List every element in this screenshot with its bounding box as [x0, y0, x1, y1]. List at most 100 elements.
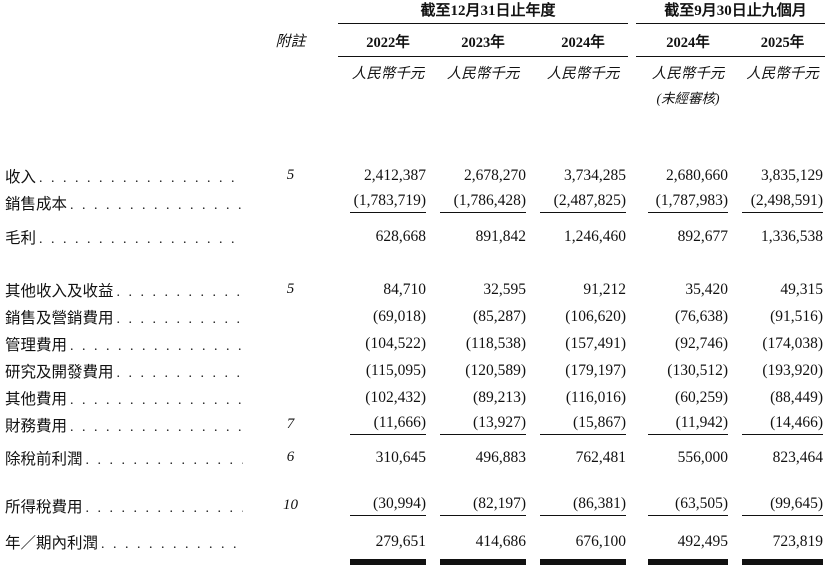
note-column-header: 附註	[275, 34, 306, 50]
row-rd-expenses: 研究及開發費用 (115,095) (120,589) (179,197) (1…	[0, 357, 825, 384]
value-cell: 35,420	[685, 280, 728, 298]
value-cell: (174,038)	[762, 334, 824, 352]
row-administrative-expenses: 管理費用 (104,522) (118,538) (157,491) (92,7…	[0, 330, 825, 357]
value-cell: (86,381)	[540, 495, 626, 516]
value-cell: 723,819	[772, 532, 824, 550]
row-gross-profit: 毛利 628,668 891,842 1,246,460 892,677 1,3…	[0, 223, 825, 250]
value-cell: (15,867)	[540, 414, 626, 435]
row-label: 毛利	[5, 229, 37, 247]
value-cell: 279,651	[375, 532, 426, 550]
value-cell: (106,620)	[565, 307, 626, 325]
unit-label: 人民幣千元	[651, 65, 725, 82]
value-cell: (118,538)	[465, 334, 526, 352]
dot-leader	[36, 171, 243, 187]
dot-leader	[67, 339, 243, 355]
value-cell: 496,883	[475, 448, 526, 466]
value-cell: 628,668	[375, 227, 426, 245]
value-cell: 2,678,270	[464, 166, 526, 184]
value-cell: 310,645	[375, 448, 426, 466]
column-group-annual: 截至12月31日止年度	[338, 2, 628, 24]
row-profit-before-tax: 除稅前利潤 6 310,645 496,883 762,481 556,000 …	[0, 444, 825, 471]
dot-leader	[67, 420, 243, 436]
col-header-2024-9m: 2024年	[636, 34, 730, 57]
value-cell: (60,259)	[675, 388, 728, 406]
unit-label: 人民幣千元	[446, 65, 520, 82]
value-cell: 762,481	[575, 448, 626, 466]
unit-label: 人民幣千元	[746, 65, 819, 82]
value-cell: (11,666)	[350, 414, 426, 435]
col-header-2025-9m: 2025年	[730, 34, 825, 57]
col-header-2022: 2022年	[338, 34, 428, 57]
value-cell: 3,734,285	[564, 166, 626, 184]
value-cell: (1,786,428)	[440, 192, 526, 213]
row-other-income-gains: 其他收入及收益 5 84,710 32,595 91,212 35,420 49…	[0, 276, 825, 303]
value-cell: 823,464	[772, 448, 824, 466]
value-cell: (102,432)	[365, 388, 426, 406]
dot-leader	[98, 537, 243, 553]
column-group-header-row: 截至12月31日止年度 截至9月30日止九個月	[0, 0, 825, 24]
dot-leader	[114, 366, 243, 382]
value-cell: (120,589)	[465, 361, 526, 379]
value-cell: 414,686	[475, 532, 526, 550]
total-double-rule-row	[0, 555, 825, 569]
dot-leader	[67, 198, 243, 214]
value-cell: (69,018)	[373, 307, 426, 325]
row-label: 年／期內利潤	[5, 534, 99, 552]
note-ref: 6	[286, 449, 295, 465]
double-rule	[440, 559, 526, 565]
value-cell: 676,100	[575, 532, 626, 550]
double-rule	[742, 559, 824, 565]
row-label: 除稅前利潤	[5, 450, 83, 468]
row-profit-for-period: 年／期內利潤 279,651 414,686 676,100 492,495 7…	[0, 528, 825, 555]
value-cell: 91,212	[583, 280, 626, 298]
value-cell: (82,197)	[440, 495, 526, 516]
value-cell: (193,920)	[762, 361, 824, 379]
value-cell: 892,677	[677, 227, 728, 245]
value-cell: (104,522)	[365, 334, 426, 352]
value-cell: (116,016)	[565, 388, 626, 406]
value-cell: (157,491)	[565, 334, 626, 352]
value-cell: (99,645)	[742, 495, 824, 516]
value-cell: (85,287)	[473, 307, 526, 325]
dot-leader	[36, 232, 243, 248]
row-other-expenses: 其他費用 (102,432) (89,213) (116,016) (60,25…	[0, 384, 825, 411]
double-rule	[648, 559, 728, 565]
dot-leader	[114, 312, 243, 328]
value-cell: 3,835,129	[761, 166, 824, 184]
row-revenue: 收入 5 2,412,387 2,678,270 3,734,285 2,680…	[0, 162, 825, 189]
value-cell: (1,783,719)	[350, 192, 426, 213]
value-cell: (1,787,983)	[648, 192, 728, 213]
value-cell: (2,498,591)	[742, 192, 824, 213]
value-cell: 49,315	[780, 280, 824, 298]
row-cost-of-sales: 銷售成本 (1,783,719) (1,786,428) (2,487,825)…	[0, 189, 825, 216]
note-ref: 7	[286, 416, 295, 432]
value-cell: 891,842	[475, 227, 526, 245]
value-cell: (89,213)	[473, 388, 526, 406]
dot-leader	[83, 501, 243, 517]
value-cell: 84,710	[383, 280, 426, 298]
value-cell: 32,595	[483, 280, 526, 298]
value-cell: 2,412,387	[364, 166, 426, 184]
value-cell: 492,495	[677, 532, 728, 550]
unaudited-label: (未經審核)	[656, 91, 720, 106]
col-header-2023: 2023年	[428, 34, 528, 57]
col-header-2024: 2024年	[528, 34, 628, 57]
value-cell: (76,638)	[675, 307, 728, 325]
value-cell: (2,487,825)	[540, 192, 626, 213]
value-cell: (13,927)	[440, 414, 526, 435]
value-cell: (63,505)	[648, 495, 728, 516]
note-ref: 5	[286, 167, 295, 183]
row-label: 銷售及營銷費用	[5, 309, 114, 327]
dot-leader	[114, 285, 243, 301]
value-cell: 2,680,660	[666, 166, 728, 184]
row-income-tax-expense: 所得稅費用 10 (30,994) (82,197) (86,381) (63,…	[0, 492, 825, 519]
year-header-row: 附註 2022年 2023年 2024年 2024年 2025年	[0, 24, 825, 57]
value-cell: (91,516)	[770, 307, 824, 325]
double-rule	[540, 559, 626, 565]
value-cell: 556,000	[677, 448, 728, 466]
unit-label: 人民幣千元	[351, 65, 425, 82]
unit-header-row: 人民幣千元 人民幣千元 人民幣千元 人民幣千元 人民幣千元	[0, 57, 825, 87]
row-label: 研究及開發費用	[5, 363, 114, 381]
value-cell: (11,942)	[648, 414, 728, 435]
